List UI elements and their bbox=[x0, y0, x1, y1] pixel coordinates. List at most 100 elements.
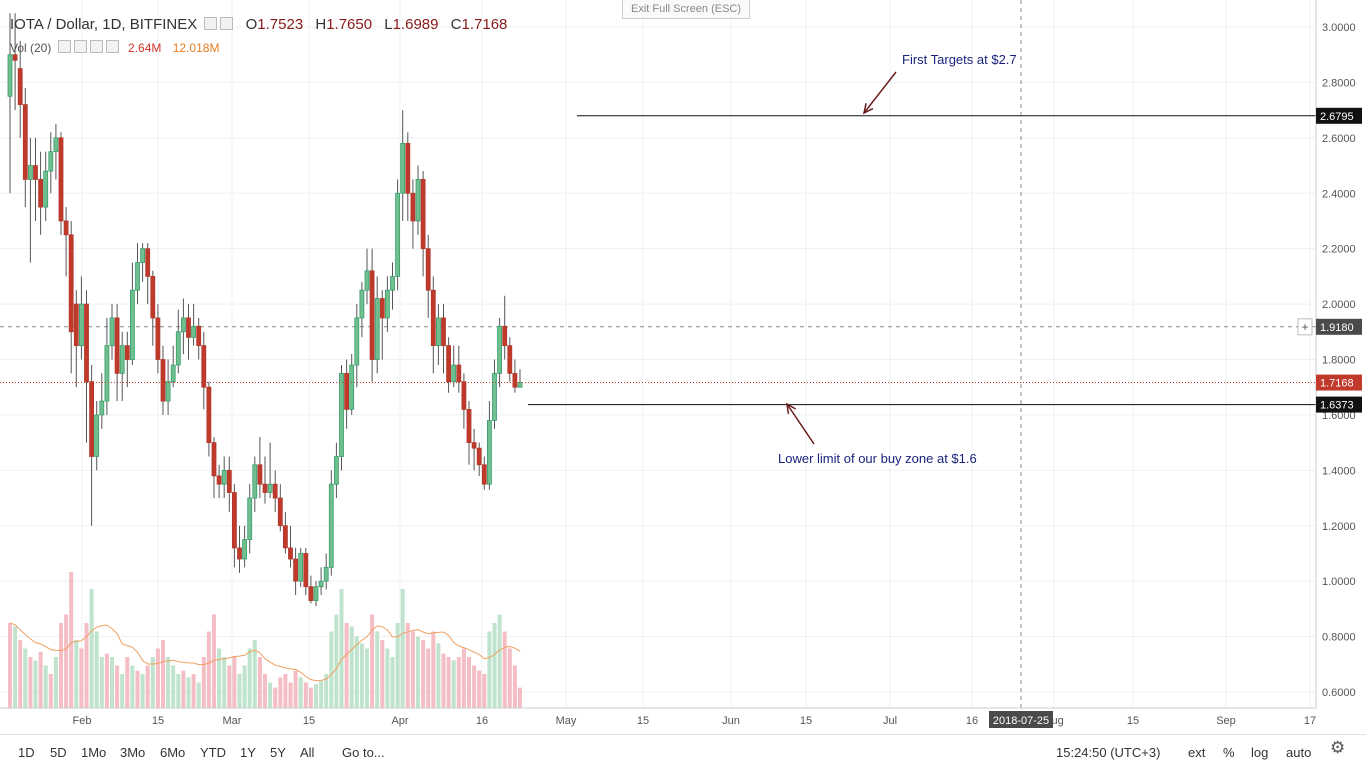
exit-fullscreen-button[interactable]: Exit Full Screen (ESC) bbox=[622, 0, 750, 19]
volume-bar bbox=[135, 670, 140, 708]
volume-bar bbox=[33, 660, 38, 708]
volume-bar bbox=[456, 657, 461, 708]
x-tick-label: Jul bbox=[883, 715, 897, 727]
timeframe-button-1y[interactable]: 1Y bbox=[240, 745, 256, 760]
volume-bar bbox=[69, 572, 74, 708]
x-tick-label: Feb bbox=[73, 715, 92, 727]
annotations: First Targets at $2.7 Lower limit of our … bbox=[778, 52, 1017, 466]
timeframe-button-6mo[interactable]: 6Mo bbox=[160, 745, 186, 760]
volume-bar bbox=[339, 589, 344, 708]
close-icon[interactable] bbox=[220, 17, 234, 30]
volume-bar bbox=[227, 665, 232, 708]
volume-bar bbox=[13, 626, 18, 708]
support-price-label: 1.6373 bbox=[1320, 400, 1354, 412]
timeframe-button-5y[interactable]: 5Y bbox=[270, 745, 286, 760]
horizontal-levels bbox=[0, 115, 1316, 406]
volume-bar bbox=[421, 640, 426, 708]
candle-body bbox=[451, 364, 457, 383]
close-icon[interactable] bbox=[105, 40, 119, 53]
candle-body bbox=[242, 539, 248, 560]
log-button[interactable]: log bbox=[1251, 745, 1269, 760]
volume-bar bbox=[329, 631, 334, 708]
volume-bar bbox=[48, 674, 53, 708]
timeframe-button-ytd[interactable]: YTD bbox=[200, 745, 226, 760]
crosshair-price-label: 1.9180 bbox=[1320, 322, 1354, 334]
volume-bar bbox=[99, 657, 104, 708]
volume-bars bbox=[8, 572, 522, 708]
candle-body bbox=[68, 234, 74, 333]
volume-bar bbox=[436, 643, 441, 708]
settings-icon[interactable] bbox=[73, 40, 87, 53]
candle-body bbox=[150, 275, 156, 319]
candle-body bbox=[89, 381, 94, 457]
timeframe-button-1d[interactable]: 1D bbox=[18, 745, 35, 760]
candle-body bbox=[486, 420, 492, 485]
volume-ma-value: 12.018M bbox=[172, 41, 220, 55]
candle-body bbox=[344, 372, 350, 410]
volume-bar bbox=[252, 640, 257, 708]
candle-body bbox=[390, 275, 395, 291]
candle-body bbox=[272, 483, 278, 499]
candle-body bbox=[435, 317, 441, 347]
volume-bar bbox=[385, 648, 390, 708]
volume-bar bbox=[53, 657, 58, 708]
candle-body bbox=[420, 178, 426, 250]
volume-bar bbox=[79, 648, 84, 708]
candle-body bbox=[481, 464, 487, 485]
volume-bar bbox=[344, 623, 349, 708]
candle-body bbox=[165, 381, 171, 402]
candle-body bbox=[155, 317, 161, 360]
y-tick-label: 2.2000 bbox=[1322, 244, 1356, 256]
volume-bar bbox=[130, 665, 135, 708]
volume-bar bbox=[155, 648, 160, 708]
volume-ma-line bbox=[9, 622, 521, 682]
candle-body bbox=[262, 483, 268, 493]
settings-icon[interactable] bbox=[204, 17, 218, 30]
goto-button[interactable]: Go to... bbox=[342, 745, 385, 760]
timeframe-button-5d[interactable]: 5D bbox=[50, 745, 67, 760]
timeframe-button-1mo[interactable]: 1Mo bbox=[81, 745, 107, 760]
y-tick-label: 3.0000 bbox=[1322, 22, 1356, 34]
volume-bar bbox=[222, 657, 227, 708]
candle-body bbox=[186, 317, 191, 338]
volume-bar bbox=[212, 614, 216, 708]
volume-bar bbox=[497, 614, 502, 708]
volume-value: 2.64M bbox=[128, 41, 162, 55]
candle-body bbox=[369, 270, 375, 360]
eye-icon[interactable] bbox=[57, 40, 71, 53]
symbol-title[interactable]: IOTA / Dollar, 1D, BITFINEX bbox=[10, 16, 198, 33]
volume-indicator-label[interactable]: Vol (20) bbox=[10, 41, 52, 55]
x-tick-label: 16 bbox=[966, 715, 978, 727]
candle-body bbox=[145, 248, 151, 277]
volume-bar bbox=[334, 614, 339, 708]
volume-bar bbox=[375, 631, 380, 708]
candle-body bbox=[293, 558, 299, 582]
x-tick-label: 15 bbox=[637, 715, 649, 727]
x-tick-label: May bbox=[556, 715, 577, 727]
candle-body bbox=[191, 325, 197, 338]
candle-body bbox=[12, 54, 18, 61]
volume-bar bbox=[467, 657, 471, 708]
volume-bar bbox=[64, 614, 69, 708]
add-icon[interactable] bbox=[89, 40, 103, 53]
volume-bar bbox=[492, 623, 497, 708]
low-value: 1.6989 bbox=[392, 16, 439, 33]
auto-button[interactable]: auto bbox=[1286, 745, 1312, 760]
volume-bar bbox=[400, 589, 405, 708]
volume-bar bbox=[161, 640, 165, 708]
x-tick-label: Apr bbox=[391, 715, 408, 727]
volume-bar bbox=[502, 631, 507, 708]
ext-button[interactable]: ext bbox=[1188, 745, 1206, 760]
candle-body bbox=[517, 382, 523, 388]
candle-body bbox=[33, 165, 38, 180]
volume-bar bbox=[416, 636, 420, 708]
timeframe-button-all[interactable]: All bbox=[300, 745, 315, 760]
gear-icon[interactable]: ⚙ bbox=[1330, 738, 1346, 757]
clock[interactable]: 15:24:50 (UTC+3) bbox=[1056, 745, 1161, 760]
volume-bar bbox=[18, 640, 23, 708]
percent-button[interactable]: % bbox=[1223, 745, 1235, 760]
timeframe-button-3mo[interactable]: 3Mo bbox=[120, 745, 146, 760]
x-tick-label: 16 bbox=[476, 715, 488, 727]
volume-bar bbox=[110, 657, 114, 708]
